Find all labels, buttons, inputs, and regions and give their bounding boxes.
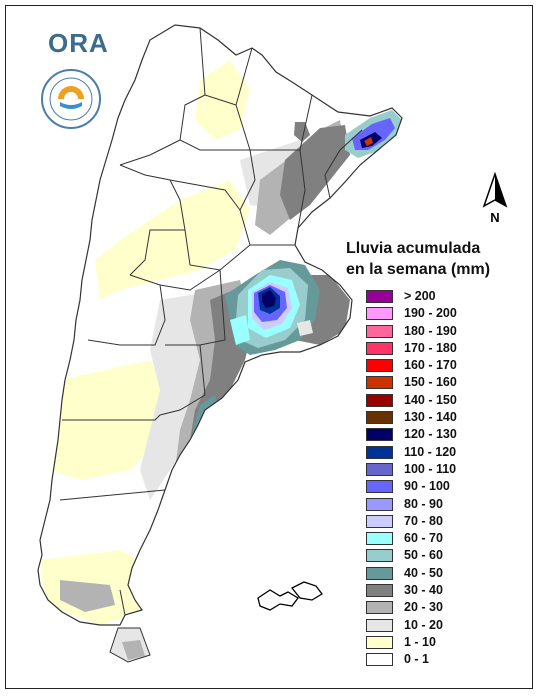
legend-swatch	[366, 445, 393, 459]
legend-swatch	[366, 566, 393, 580]
legend-label: 160 - 170	[404, 358, 457, 373]
legend-swatch	[366, 549, 393, 563]
legend-swatch	[366, 601, 393, 615]
legend-label: 20 - 30	[404, 600, 443, 615]
legend-swatch	[366, 497, 393, 511]
legend-label: 0 - 1	[404, 652, 430, 667]
legend-title: Lluvia acumulada en la semana (mm)	[346, 238, 490, 280]
tierra-del-fuego-shading	[122, 640, 145, 660]
smn-seal-icon	[41, 69, 101, 129]
north-arrow-icon: N	[482, 172, 508, 225]
legend-label: 170 - 180	[404, 340, 457, 355]
legend-swatch	[366, 393, 393, 407]
ora-logo: ORA	[48, 28, 109, 58]
legend-label: > 200	[404, 289, 436, 303]
legend-swatch	[366, 359, 393, 373]
province-boundaries	[37, 24, 403, 626]
legend-swatch	[366, 514, 393, 528]
legend-label: 180 - 190	[404, 323, 457, 338]
legend-swatch	[366, 290, 393, 303]
legend-label: 40 - 50	[404, 565, 443, 580]
legend-label: 70 - 80	[404, 513, 443, 528]
legend-title-line2: en la semana (mm)	[346, 261, 491, 278]
legend-swatch	[366, 341, 393, 355]
legend-label: 80 - 90	[404, 496, 443, 511]
legend-swatch	[366, 376, 393, 390]
legend-swatch	[366, 584, 393, 598]
legend-swatch	[366, 480, 393, 494]
legend-swatch	[366, 635, 393, 649]
legend-label: 90 - 100	[404, 479, 450, 494]
legend-label: 100 - 110	[404, 461, 457, 476]
legend-label: 50 - 60	[404, 548, 443, 563]
legend-title-line1: Lluvia acumulada	[346, 240, 481, 257]
legend-swatch	[366, 324, 393, 338]
legend-label: 10 - 20	[404, 617, 443, 632]
legend-swatch	[366, 307, 393, 321]
legend-label: 30 - 40	[404, 583, 443, 598]
legend-label: 60 - 70	[404, 531, 443, 546]
legend-swatch	[366, 428, 393, 442]
legend-swatch	[366, 411, 393, 425]
legend-label: 150 - 160	[404, 375, 457, 390]
legend-label: 110 - 120	[404, 444, 457, 459]
legend-label: 1 - 10	[404, 634, 436, 649]
legend-swatch	[366, 618, 393, 632]
legend-label: 130 - 140	[404, 410, 457, 425]
malvinas-islands	[257, 581, 323, 611]
north-label: N	[490, 210, 499, 225]
legend-swatch	[366, 532, 393, 546]
legend-label: 140 - 150	[404, 392, 457, 407]
legend-swatch	[366, 462, 393, 476]
legend-swatch	[366, 653, 393, 667]
legend-label: 120 - 130	[404, 427, 457, 442]
legend-label: 190 - 200	[404, 306, 457, 321]
